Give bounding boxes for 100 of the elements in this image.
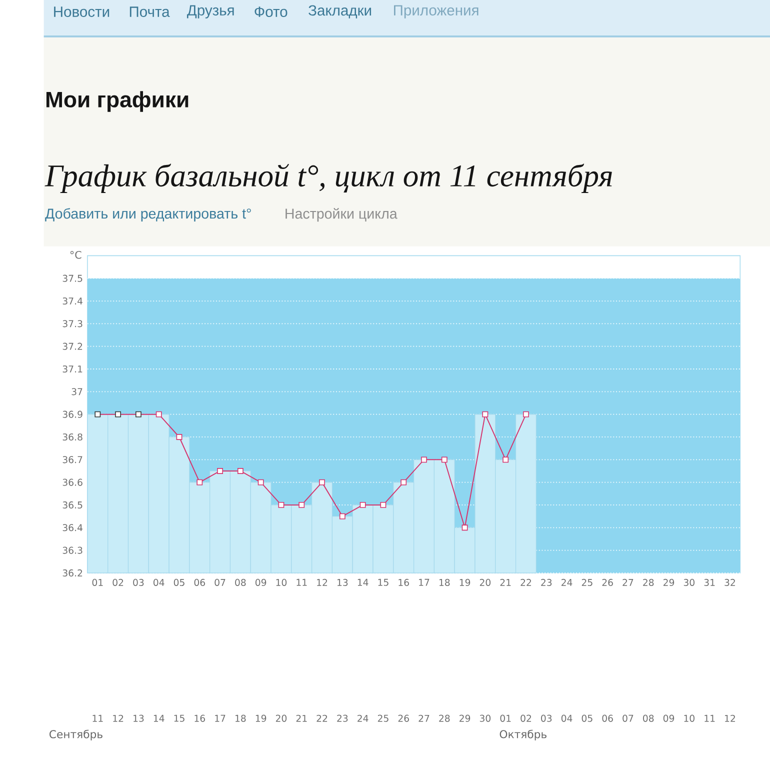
point: [196, 480, 203, 486]
x-tick-label: 21: [500, 579, 511, 586]
text: Сентябрь: [50, 730, 102, 741]
text: 20: [276, 714, 287, 722]
text: 11: [92, 715, 103, 722]
y-tick-label: 36.2: [62, 570, 82, 577]
text: Новости: [54, 6, 110, 18]
y-tick-label: 37.5: [62, 274, 82, 282]
text: 05: [582, 714, 592, 722]
point: [278, 502, 284, 508]
x-tick-label: 07: [214, 579, 226, 586]
point: [523, 412, 529, 418]
x-tick-label: 02: [112, 579, 124, 586]
text: Фото: [254, 6, 288, 18]
text: 22: [316, 714, 328, 722]
x-tick-label: 13: [337, 579, 348, 586]
x-tick-label: 12: [317, 579, 328, 586]
text: 17: [215, 715, 226, 722]
y-tick-label: 36.6: [62, 478, 82, 486]
point: [339, 513, 346, 520]
text: 28: [439, 714, 450, 722]
x-tick-label: 01: [92, 579, 103, 586]
text: 09: [663, 714, 674, 722]
text: 02: [520, 714, 532, 722]
text: 26: [398, 714, 409, 722]
text: 16: [194, 714, 205, 722]
text: 03: [541, 714, 552, 722]
y-tick-label: 37.1: [62, 366, 82, 373]
y-tick-label: 37.3: [62, 320, 82, 328]
text: 24: [358, 714, 368, 722]
text: 01: [500, 714, 511, 722]
x-tick-label: 24: [562, 579, 572, 586]
x-tick-label: 03: [133, 579, 144, 586]
x-tick-label: 15: [378, 579, 388, 586]
point: [176, 434, 182, 440]
x-tick-label: 14: [358, 579, 368, 586]
y-tick-label: 36.8: [62, 434, 82, 441]
text: Закладки: [308, 5, 372, 19]
x-tick-label: 20: [480, 579, 491, 586]
text: 12: [113, 714, 124, 722]
x-tick-label: 19: [460, 579, 470, 586]
y-tick-label: 37: [72, 388, 82, 396]
point: [380, 502, 386, 508]
text: 29: [460, 714, 470, 722]
x-tick-label: 27: [622, 579, 634, 586]
x-tick-label: 09: [255, 579, 266, 586]
y-tick-label: 36.4: [62, 524, 82, 532]
x-tick-label: 22: [520, 579, 532, 586]
x-tick-label: 28: [643, 579, 654, 586]
x-tick-label: 05: [174, 579, 184, 586]
text: Мои графики: [46, 91, 188, 112]
text: 04: [561, 714, 572, 722]
text: Добавить или редактировать t°: [45, 208, 251, 222]
x-tick-label: 06: [194, 579, 205, 586]
point: [156, 412, 162, 418]
text: Друзья: [186, 5, 234, 19]
y-tick-label: 36.5: [62, 502, 82, 509]
y-tick-label: 37.2: [62, 342, 82, 350]
x-tick-label: 23: [541, 579, 552, 586]
text: 23: [337, 714, 348, 722]
point: [482, 412, 488, 418]
point: [400, 480, 407, 486]
text: Октябрь: [500, 730, 546, 741]
point: [217, 468, 223, 474]
y-tick-label: 36.7: [62, 456, 82, 464]
text: 30: [480, 714, 491, 722]
x-tick-label: 04: [154, 579, 164, 586]
text: 19: [256, 714, 266, 722]
text: 14: [154, 715, 164, 722]
x-tick-label: 26: [602, 579, 613, 586]
y-tick-label: 36.9: [62, 410, 82, 418]
x-tick-label: 08: [235, 579, 246, 586]
x-tick-label: 32: [724, 579, 735, 586]
text: 12: [725, 714, 735, 722]
point: [94, 412, 101, 418]
x-tick-label: 18: [439, 579, 450, 586]
text: Приложения: [394, 5, 478, 19]
x-tick-label: 17: [419, 579, 430, 586]
x-tick-label: 30: [684, 579, 694, 586]
x-tick-label: 16: [398, 579, 409, 586]
point: [298, 502, 305, 508]
chart-title: График базальной t°, цикл от 11 сентября: [44, 164, 612, 194]
text: 27: [418, 714, 430, 722]
point: [237, 468, 244, 474]
point: [441, 456, 448, 463]
point: [135, 412, 142, 418]
text: 11: [704, 715, 715, 722]
text: Почта: [130, 6, 170, 18]
y-tick-label: 36.3: [62, 546, 82, 554]
text: 06: [602, 714, 613, 722]
text: 21: [296, 714, 307, 722]
point: [360, 502, 366, 508]
point: [319, 480, 325, 486]
x-tick-label: 25: [582, 579, 592, 586]
text: 10: [684, 714, 694, 722]
text: Настройки цикла: [286, 208, 398, 222]
point: [421, 456, 427, 463]
x-tick-label: 10: [276, 579, 287, 586]
text: 15: [174, 714, 184, 722]
point: [258, 480, 264, 486]
